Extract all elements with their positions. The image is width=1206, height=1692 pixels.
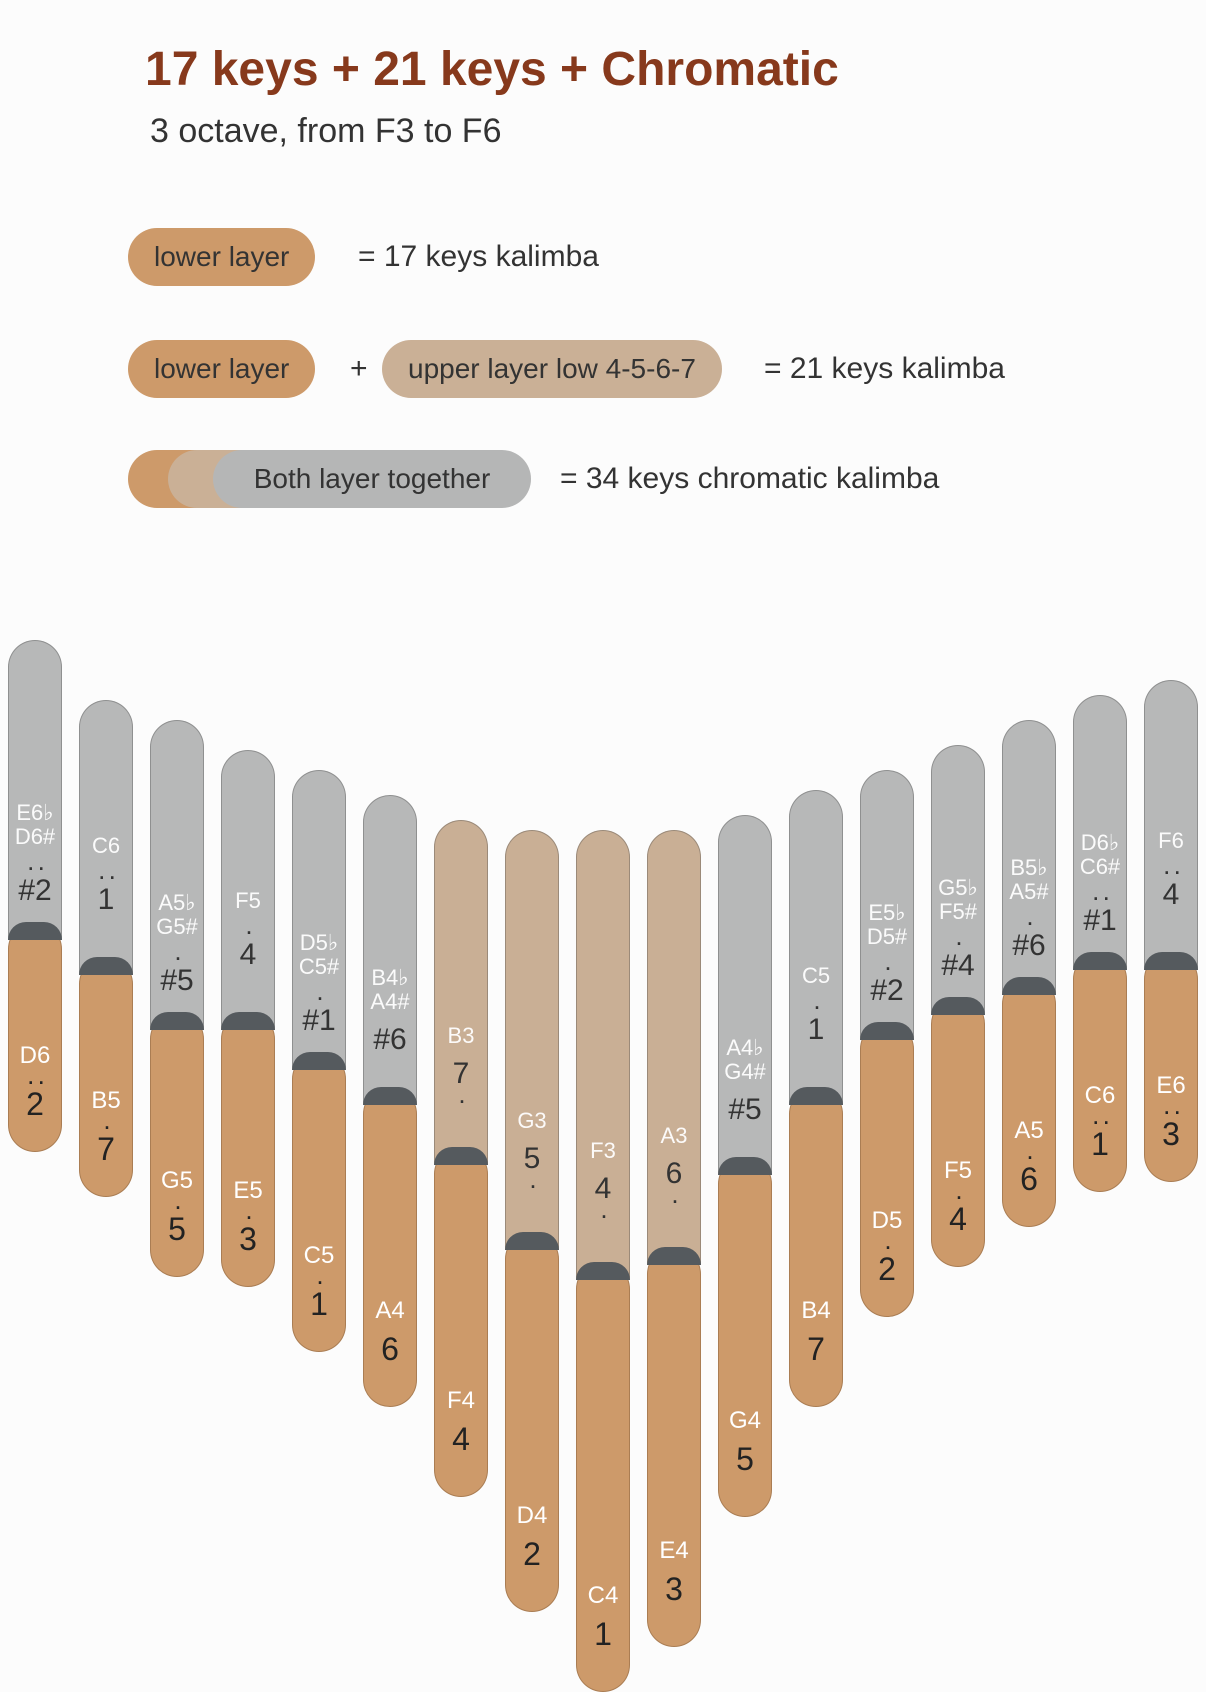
tine-6-lower-label: F44 <box>434 1387 488 1455</box>
legend-lower-pill: lower layer <box>128 228 315 286</box>
tine-14-lower-label: A5.6 <box>1002 1117 1056 1195</box>
kalimba-diagram: E6♭D6#. .#2D6. .2C6. .1B5.7A5♭G5#.#5G5.5… <box>0 640 1206 1382</box>
legend1-text: = 17 keys kalimba <box>358 240 599 274</box>
legend2-text: = 21 keys kalimba <box>764 352 1005 386</box>
page-title: 17 keys + 21 keys + Chromatic <box>145 42 839 97</box>
tine-11-lower-label: B47 <box>789 1297 843 1365</box>
tine-16-lower-label: E6. .3 <box>1144 1072 1198 1150</box>
page-subtitle: 3 octave, from F3 to F6 <box>150 112 501 151</box>
tine-9-lower-label: E43 <box>647 1537 701 1605</box>
legend2-upper-pill: upper layer low 4-5-6-7 <box>382 340 722 398</box>
tine-4-lower-label: C5.1 <box>292 1242 346 1320</box>
tine-12-lower-label: D5.2 <box>860 1207 914 1285</box>
tine-2-lower-label: G5.5 <box>150 1167 204 1245</box>
tine-5-lower-label: A46 <box>363 1297 417 1365</box>
tine-7-lower-label: D42 <box>505 1502 559 1570</box>
tine-13-lower-label: F5.4 <box>931 1157 985 1235</box>
tine-8-lower-label: C41 <box>576 1582 630 1650</box>
tine-0-lower-label: D6. .2 <box>8 1042 62 1120</box>
legend2-lower-pill: lower layer <box>128 340 315 398</box>
legend2-plus: + <box>350 352 368 386</box>
tine-1-lower-label: B5.7 <box>79 1087 133 1165</box>
legend3-text: = 34 keys chromatic kalimba <box>560 462 939 496</box>
tine-10-lower-label: G45 <box>718 1407 772 1475</box>
tine-15-lower-label: C6. .1 <box>1073 1082 1127 1160</box>
tine-3-lower-label: E5.3 <box>221 1177 275 1255</box>
